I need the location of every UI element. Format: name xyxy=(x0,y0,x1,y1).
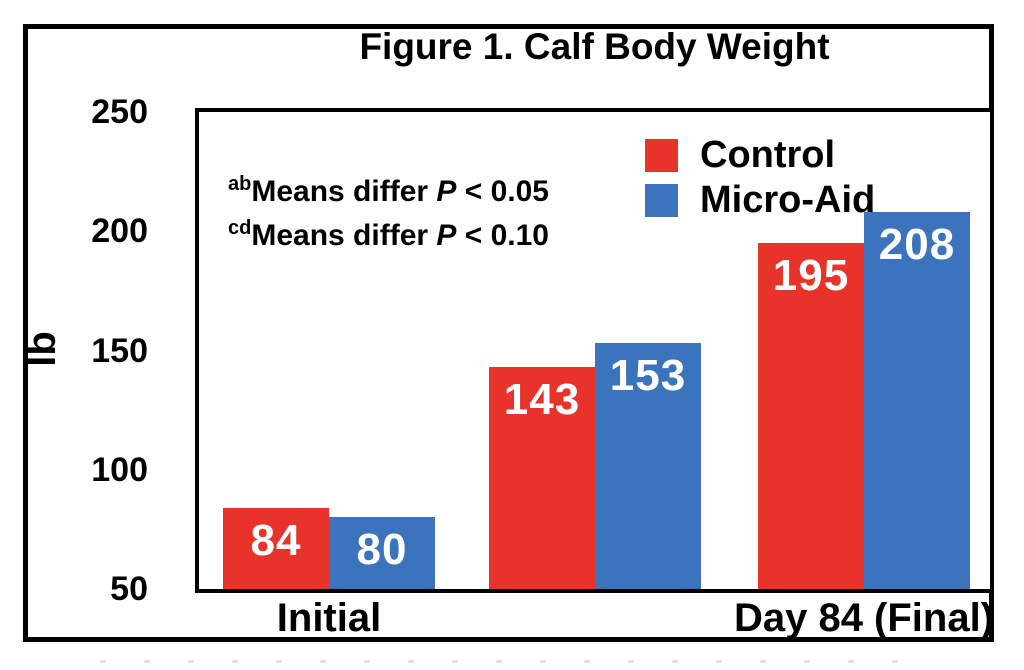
bar-value-label: 195 xyxy=(772,251,850,300)
bar-value-label: 84 xyxy=(250,516,302,565)
superscript-cd: cd xyxy=(228,217,252,239)
bar-control-group-1: 84 xyxy=(223,508,329,589)
bar-micro-aid-group-1: 80 xyxy=(329,517,435,589)
cropped-caption-artifact xyxy=(100,660,920,663)
legend-label-control: Control xyxy=(700,134,836,176)
bar-value-label: 80 xyxy=(356,525,408,574)
p-value-symbol: P xyxy=(436,175,457,208)
plot-area: 84 143 195 80 153 208 xyxy=(195,108,994,593)
legend-label-micro-aid: Micro-Aid xyxy=(700,179,876,221)
bar-control-group-3: 195 xyxy=(758,243,864,589)
bar-control-group-2: 143 xyxy=(489,367,595,589)
bar-micro-aid-group-2: 153 xyxy=(595,343,701,589)
significance-note-line-2: cdMeans differ P < 0.10 xyxy=(228,217,549,252)
legend-item-control: Control xyxy=(645,136,875,175)
control-color-swatch xyxy=(645,139,678,172)
x-axis-label-initial: Initial xyxy=(276,596,382,640)
y-tick-label-150: 150 xyxy=(91,332,148,370)
bar-value-label: 153 xyxy=(609,351,687,400)
x-axis-label-day-84-final-: Day 84 (Final) xyxy=(733,596,995,640)
bar-value-label: 208 xyxy=(878,220,956,269)
y-tick-label-200: 200 xyxy=(91,212,148,250)
legend-item-micro-aid: Micro-Aid xyxy=(645,181,875,220)
y-tick-label-50: 50 xyxy=(110,570,148,608)
superscript-ab: ab xyxy=(228,173,252,195)
p-value-symbol: P xyxy=(436,219,457,252)
y-tick-label-100: 100 xyxy=(91,451,148,489)
bar-value-label: 143 xyxy=(503,375,581,424)
micro-aid-color-swatch xyxy=(645,184,678,217)
chart-title: Figure 1. Calf Body Weight xyxy=(359,26,830,67)
legend: Control Micro-Aid xyxy=(645,136,875,226)
y-tick-label-250: 250 xyxy=(91,93,148,131)
significance-note: abMeans differ P < 0.05 cdMeans differ P… xyxy=(228,166,549,254)
significance-note-line-1: abMeans differ P < 0.05 xyxy=(228,173,549,208)
bar-micro-aid-group-3: 208 xyxy=(864,212,970,589)
